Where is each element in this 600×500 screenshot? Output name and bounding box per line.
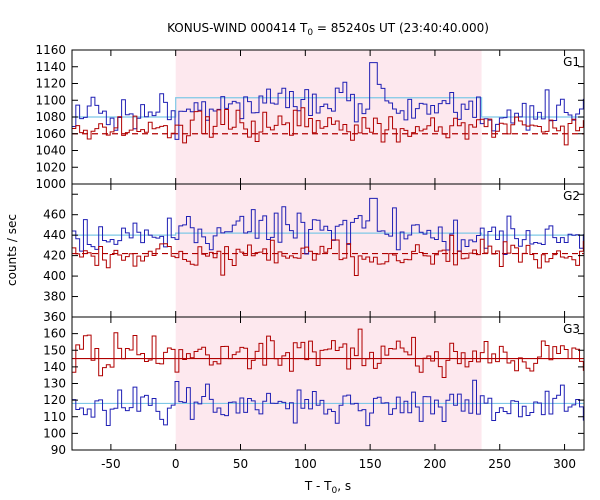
y-tick-label: 360 [43, 310, 66, 324]
y-tick-label: 440 [43, 228, 66, 242]
series-red [72, 234, 584, 276]
panel-g2: 360 380 400 420 440 460 G2 [43, 183, 585, 324]
y-tick-label: 160 [43, 327, 66, 341]
x-tick-label: 100 [294, 457, 317, 471]
y-tick-label: 1020 [35, 160, 66, 174]
x-tick-label: 250 [488, 457, 511, 471]
y-tick-label: 400 [43, 269, 66, 283]
x-tick-label: 50 [233, 457, 248, 471]
panel-label: G3 [563, 322, 580, 336]
background-line-cyan [72, 97, 584, 118]
y-tick-label: 1040 [35, 144, 66, 158]
y-tick-label: 1060 [35, 127, 66, 141]
x-tick-label: 300 [553, 457, 576, 471]
y-tick-label: 100 [43, 426, 66, 440]
y-tick-label: 1160 [35, 43, 66, 57]
panel-g1: 1000 1020 1040 1060 1080 1100 1120 1140 1160 G1 [35, 43, 585, 191]
y-tick-label: 420 [43, 249, 66, 263]
y-axis-label: counts / sec [5, 214, 19, 286]
y-tick-label: 90 [51, 443, 66, 457]
series-blue [72, 62, 584, 140]
y-tick-label: 130 [43, 377, 66, 391]
panel-label: G2 [563, 189, 580, 203]
panel-g3: 90 100 110 120 130 140 150 160 G3 [43, 316, 585, 457]
y-tick-label: 1000 [35, 177, 66, 191]
x-axis-label: T - T0, s [304, 479, 351, 496]
y-tick-label: 120 [43, 393, 66, 407]
y-tick-label: 1140 [35, 60, 66, 74]
highlight-band [175, 317, 482, 450]
y-tick-label: 110 [43, 410, 66, 424]
panels-group: 100010201040106010801100112011401160G136… [35, 43, 585, 471]
x-tick-label: 150 [359, 457, 382, 471]
series-red [72, 328, 584, 379]
y-tick-label: 140 [43, 360, 66, 374]
y-tick-label: 1080 [35, 110, 66, 124]
y-tick-label: 380 [43, 290, 66, 304]
series-blue [72, 379, 584, 427]
series-red [72, 107, 584, 146]
x-tick-label: 0 [172, 457, 180, 471]
highlight-band [175, 50, 482, 184]
y-tick-label: 460 [43, 208, 66, 222]
panel-label: G1 [563, 55, 580, 69]
y-tick-label: 1100 [35, 93, 66, 107]
highlight-band [175, 184, 482, 317]
chart-title: KONUS-WIND 000414 T0 = 85240s UT (23:40:… [167, 21, 489, 38]
series-blue [72, 197, 584, 255]
y-tick-label: 1120 [35, 77, 66, 91]
y-tick-label: 150 [43, 343, 66, 357]
background-line-cyan [72, 232, 584, 236]
x-tick-label: -50 [101, 457, 121, 471]
x-tick-label: 200 [423, 457, 446, 471]
